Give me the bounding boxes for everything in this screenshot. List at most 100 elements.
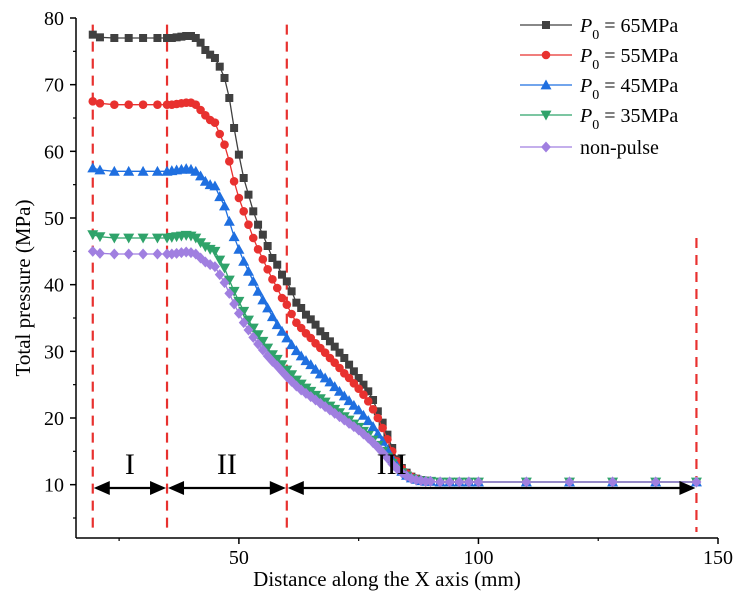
data-point-p65 — [349, 367, 358, 376]
data-point-p55 — [239, 207, 248, 216]
data-point-p65 — [234, 150, 243, 159]
data-point-p65 — [220, 74, 229, 82]
region-label: II — [217, 448, 237, 481]
data-point-p65 — [239, 174, 248, 182]
data-point-nonpulse — [463, 476, 474, 488]
data-point-nonpulse — [95, 247, 105, 259]
legend-marker-nonpulse — [541, 141, 551, 153]
data-point-p65 — [311, 320, 320, 329]
data-point-p65 — [163, 34, 172, 42]
data-point-p35 — [199, 242, 211, 253]
data-point-p35 — [247, 323, 259, 334]
data-point-p65 — [373, 407, 382, 416]
data-point-p35 — [94, 232, 106, 243]
data-point-nonpulse — [248, 331, 259, 343]
legend-p35-symbol: P — [579, 105, 592, 127]
legend-p35-value: = 35MPa — [599, 105, 678, 127]
legend-item-p65: P0 = 65MPa — [579, 15, 678, 43]
data-point-p65 — [210, 54, 219, 62]
region-3-arrow: III — [287, 448, 696, 495]
data-point-p45 — [353, 404, 365, 415]
data-point-p55 — [363, 397, 373, 406]
data-point-p45 — [247, 275, 259, 286]
data-point-p65 — [383, 430, 392, 439]
x-tick-label: 100 — [463, 547, 493, 569]
data-point-p55 — [220, 140, 229, 149]
data-point-p65 — [273, 260, 282, 269]
region-1-arrow: I — [93, 448, 167, 495]
data-point-p55 — [110, 100, 119, 109]
data-point-nonpulse — [176, 247, 187, 259]
data-point-p35 — [276, 360, 288, 371]
data-point-p55 — [88, 97, 98, 106]
series-layer — [87, 30, 702, 488]
data-point-p65 — [369, 396, 378, 404]
data-point-nonpulse — [564, 476, 575, 488]
data-point-p65 — [330, 342, 339, 351]
data-point-p65 — [186, 32, 195, 40]
legend-p65-subscript: 0 — [592, 28, 599, 43]
legend-label-p45: P0 = 45MPa — [579, 75, 678, 103]
data-point-p45 — [329, 381, 341, 392]
arrow-head — [269, 481, 286, 495]
data-point-p65 — [215, 62, 224, 71]
data-point-p65 — [364, 387, 373, 396]
y-axis-title: Total pressure (MPa) — [11, 200, 35, 377]
data-point-p55 — [277, 293, 287, 303]
data-point-p45 — [367, 421, 379, 432]
data-point-p45 — [242, 265, 254, 276]
data-point-p65 — [321, 332, 330, 340]
x-tick-label: 150 — [703, 547, 733, 569]
data-point-p45 — [334, 385, 346, 396]
data-point-p45 — [357, 409, 369, 420]
data-point-nonpulse — [166, 248, 177, 260]
legend-marker-p35 — [540, 110, 552, 121]
data-point-p65 — [325, 337, 334, 346]
data-point-p45 — [151, 165, 163, 176]
legend-label-p35: P0 = 35MPa — [579, 105, 678, 133]
data-point-p65 — [335, 348, 344, 357]
y-tick-label: 10 — [44, 475, 64, 497]
legend-p45-subscript: 0 — [592, 88, 599, 103]
data-point-p35 — [238, 306, 250, 317]
legend-p65-value: = 65MPa — [599, 15, 678, 37]
data-point-nonpulse — [454, 476, 465, 488]
data-point-p45 — [108, 165, 120, 176]
data-point-p35 — [242, 315, 254, 326]
data-point-p65 — [268, 254, 277, 262]
data-point-nonpulse — [214, 269, 225, 281]
data-point-p35 — [262, 343, 274, 354]
data-point-p65 — [88, 30, 97, 39]
x-axis-title: Distance along the X axis (mm) — [253, 567, 521, 591]
data-point-p65 — [316, 327, 325, 336]
series-nonpulse — [87, 245, 702, 488]
data-point-p65 — [124, 34, 133, 42]
data-point-p65 — [282, 277, 291, 286]
data-point-p55 — [244, 220, 253, 229]
data-point-nonpulse — [181, 246, 192, 258]
data-point-p45 — [314, 368, 326, 379]
data-point-p35 — [137, 233, 149, 244]
data-point-p35 — [252, 330, 264, 341]
data-point-p35 — [209, 246, 221, 257]
data-point-p55 — [253, 245, 263, 254]
y-tick-label: 50 — [44, 208, 64, 230]
legend-p35-subscript: 0 — [592, 118, 599, 133]
data-point-p55 — [373, 413, 383, 423]
data-point-p45 — [319, 372, 331, 383]
y-tick-label: 20 — [44, 408, 64, 430]
data-point-p45 — [195, 170, 207, 181]
arrow-head — [679, 481, 696, 495]
legend-p55-subscript: 0 — [592, 58, 599, 73]
data-point-p55 — [282, 300, 292, 309]
y-tick-label: 70 — [44, 75, 64, 97]
data-point-p65 — [110, 34, 119, 42]
data-point-p65 — [182, 32, 191, 40]
data-point-p45 — [295, 350, 307, 361]
data-point-nonpulse — [444, 476, 455, 488]
data-point-p55 — [215, 129, 225, 139]
data-point-nonpulse — [186, 247, 196, 259]
data-point-p65 — [301, 310, 310, 319]
region-2-arrow: II — [168, 448, 286, 495]
